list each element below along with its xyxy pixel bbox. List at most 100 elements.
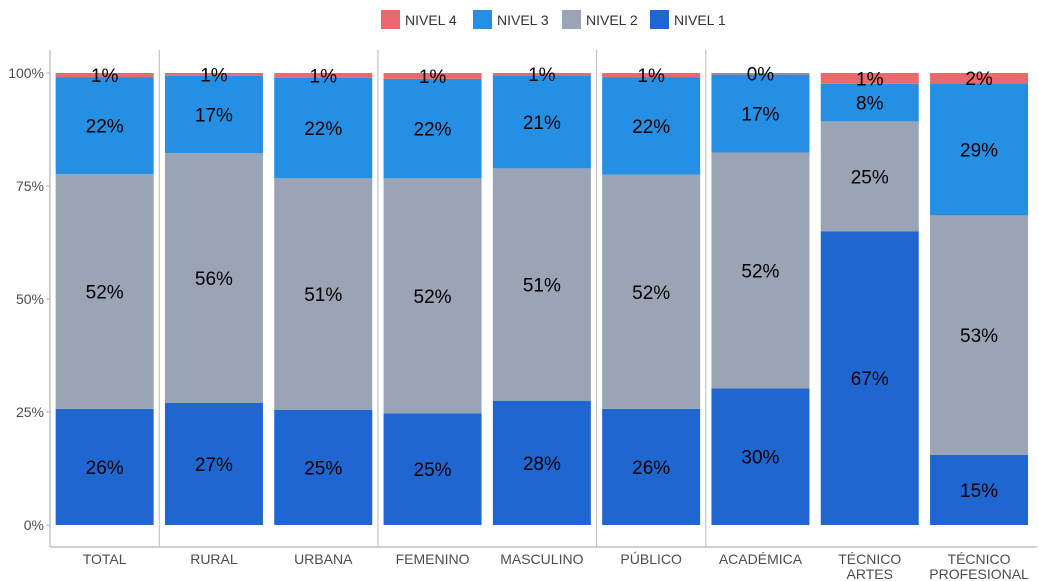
bar-nivel-4-rural (164, 73, 263, 76)
y-tick-label: 100% (8, 65, 44, 81)
bar-nivel-2-rural (164, 153, 263, 403)
y-tick-label: 75% (16, 178, 44, 194)
data-label-nivel-1-academica: 30% (741, 448, 779, 469)
bar-nivel-2-publico (602, 174, 701, 409)
data-label-nivel-3-academica: 17% (741, 104, 779, 125)
data-label-nivel-1-rural: 27% (195, 455, 233, 476)
bar-nivel-1-tecnico-artes (820, 231, 919, 525)
data-label-nivel-2-total: 52% (86, 283, 124, 304)
y-tick-label: 50% (16, 291, 44, 307)
data-label-nivel-4-rural: 1% (200, 65, 228, 86)
bar-nivel-4-tecnico-artes (820, 73, 919, 84)
legend-label-nivel-2: NIVEL 2 (586, 12, 638, 28)
bar-nivel-1-academica (711, 388, 810, 525)
data-label-nivel-1-urbana: 25% (304, 458, 342, 479)
x-tick-label: URBANA (294, 551, 353, 567)
bar-nivel-2-tecnico-artes (820, 121, 919, 232)
x-tick-label: RURAL (190, 551, 238, 567)
bar-nivel-2-academica (711, 152, 810, 389)
data-label-nivel-1-publico: 26% (632, 458, 670, 479)
bar-nivel-1-masculino (492, 400, 591, 525)
data-label-nivel-2-academica: 52% (741, 262, 779, 283)
data-labels: 26% 52% 22% 1% 27% 56% 17% 1% 25% 51% 22% 1% 25% 52% 2… (86, 65, 999, 502)
bar-nivel-3-femenino (383, 78, 482, 179)
data-label-nivel-3-femenino: 22% (414, 120, 452, 141)
bar-nivel-4-publico (602, 73, 701, 78)
legend-swatch-nivel-4 (381, 10, 400, 29)
bar-nivel-3-rural (164, 75, 263, 154)
data-label-nivel-2-tecnico-profesional: 53% (960, 326, 998, 347)
bar-nivel-2-tecnico-profesional (930, 215, 1029, 455)
bar-nivel-1-publico (602, 408, 701, 525)
data-label-nivel-3-tecnico-profesional: 29% (960, 140, 998, 161)
bar-nivel-4-femenino (383, 73, 482, 79)
bar-nivel-1-urbana (274, 409, 373, 525)
data-label-nivel-3-publico: 22% (632, 117, 670, 138)
y-tick-label: 0% (24, 517, 44, 533)
bar-nivel-4-tecnico-profesional (930, 73, 1029, 84)
legend-label-nivel-3: NIVEL 3 (497, 12, 549, 28)
legend-swatch-nivel-1 (650, 10, 669, 29)
data-label-nivel-3-urbana: 22% (304, 119, 342, 140)
x-tick-label: PÚBLICO (620, 551, 682, 567)
bar-nivel-3-masculino (492, 75, 591, 169)
data-label-nivel-4-tecnico-profesional: 2% (965, 69, 993, 90)
data-label-nivel-1-total: 26% (86, 458, 124, 479)
bar-nivel-1-rural (164, 402, 263, 525)
x-tick-labels: TOTAL RURAL URBANA FEMENINO MASCULINO PÚBLICO… (83, 551, 1029, 581)
bar-nivel-2-urbana (274, 178, 373, 410)
data-label-nivel-2-tecnico-artes: 25% (851, 167, 889, 188)
data-label-nivel-3-masculino: 21% (523, 113, 561, 134)
bar-nivel-3-tecnico-profesional (930, 83, 1029, 216)
data-label-nivel-2-femenino: 52% (414, 287, 452, 308)
x-tick-label: TOTAL (83, 551, 127, 567)
data-label-nivel-4-academica: 0% (747, 65, 775, 86)
legend-label-nivel-1: NIVEL 1 (674, 12, 726, 28)
x-tick-label: TÉCNICO PROFESIONAL (929, 551, 1029, 581)
data-label-nivel-4-publico: 1% (637, 66, 665, 87)
data-label-nivel-1-tecnico-artes: 67% (851, 369, 889, 390)
data-label-nivel-4-urbana: 1% (310, 66, 338, 87)
bar-nivel-1-femenino (383, 413, 482, 525)
x-tick-label: MASCULINO (500, 551, 583, 567)
data-label-nivel-1-masculino: 28% (523, 454, 561, 475)
data-label-nivel-4-tecnico-artes: 1% (856, 69, 884, 90)
bars (55, 73, 1029, 525)
x-tick-label: FEMENINO (396, 551, 470, 567)
x-tick-label: TÉCNICO ARTES (838, 551, 901, 581)
bar-nivel-4-academica (711, 73, 810, 75)
bar-nivel-4-urbana (274, 73, 373, 78)
bar-nivel-2-total (55, 174, 154, 409)
bar-nivel-3-urbana (274, 77, 373, 179)
data-label-nivel-3-total: 22% (86, 117, 124, 138)
bar-nivel-3-publico (602, 77, 701, 175)
legend-swatch-nivel-2 (562, 10, 581, 29)
data-label-nivel-2-rural: 56% (195, 269, 233, 290)
data-label-nivel-4-masculino: 1% (528, 65, 556, 86)
data-label-nivel-3-rural: 17% (195, 105, 233, 126)
bar-nivel-1-tecnico-profesional (930, 454, 1029, 525)
axes: 0% 25% 50% 75% 100% (8, 50, 1037, 548)
data-label-nivel-3-tecnico-artes: 8% (856, 94, 884, 115)
data-label-nivel-2-urbana: 51% (304, 285, 342, 306)
data-label-nivel-4-total: 1% (91, 66, 119, 87)
bar-nivel-2-masculino (492, 168, 591, 401)
data-label-nivel-4-femenino: 1% (419, 67, 447, 88)
data-label-nivel-2-publico: 52% (632, 283, 670, 304)
bar-nivel-4-masculino (492, 73, 591, 76)
legend-label-nivel-4: NIVEL 4 (405, 12, 457, 28)
data-label-nivel-2-masculino: 51% (523, 276, 561, 297)
y-tick-label: 25% (16, 404, 44, 420)
legend-swatch-nivel-3 (473, 10, 492, 29)
bar-nivel-3-total (55, 77, 154, 175)
x-tick-label: ACADÉMICA (719, 551, 803, 567)
legend: NIVEL 4 NIVEL 3 NIVEL 2 NIVEL 1 (381, 10, 726, 29)
data-label-nivel-1-femenino: 25% (414, 460, 452, 481)
data-label-nivel-1-tecnico-profesional: 15% (960, 481, 998, 502)
bar-nivel-3-tecnico-artes (820, 83, 919, 122)
bar-nivel-1-total (55, 408, 154, 525)
bar-nivel-2-femenino (383, 178, 482, 414)
bar-nivel-4-total (55, 73, 154, 78)
bar-nivel-3-academica (711, 74, 810, 153)
